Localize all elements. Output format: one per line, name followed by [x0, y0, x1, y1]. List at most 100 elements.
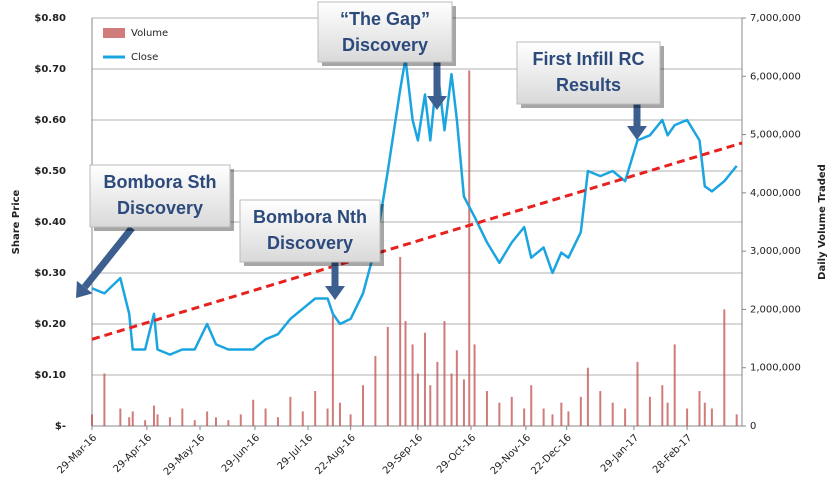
x-tick-label: 22-Aug-16: [313, 432, 358, 477]
volume-bar: [579, 396, 582, 426]
annotation-text: Discovery: [117, 198, 203, 218]
volume-bar: [152, 405, 155, 426]
x-tick-label: 29-Nov-16: [489, 432, 533, 476]
annotation-arrowhead: [325, 286, 345, 300]
y2-tick-label: 4,000,000: [750, 188, 801, 199]
volume-bar: [498, 402, 501, 426]
annotation-text: Discovery: [267, 233, 353, 253]
y-tick-label: $0.50: [34, 166, 66, 177]
annotation-text: Bombora Sth: [103, 172, 216, 192]
y-tick-label: $0.20: [34, 319, 66, 330]
x-tick-label: 22-Dec-16: [529, 432, 574, 477]
volume-bar: [276, 417, 279, 426]
y2-tick-label: 0: [750, 421, 756, 432]
volume-bar: [239, 414, 242, 426]
x-tick-label: 29-Jun-16: [220, 432, 262, 474]
volume-bar: [264, 408, 267, 426]
volume-bar: [326, 408, 329, 426]
volume-bar: [723, 309, 726, 426]
volume-bar: [523, 408, 526, 426]
volume-bar: [361, 385, 364, 426]
annotation-box: [89, 164, 231, 228]
y2-tick-label: 6,000,000: [750, 71, 801, 82]
y-axis-title: Share Price: [11, 189, 22, 254]
volume-bar: [542, 408, 545, 426]
volume-bar: [301, 411, 304, 426]
annotation-text: First Infill RC: [533, 49, 645, 69]
trend-line: [91, 141, 743, 341]
volume-bar: [735, 414, 738, 426]
volume-bar: [551, 414, 554, 426]
volume-bar: [599, 391, 602, 426]
volume-bar: [156, 414, 159, 426]
annotation-box: [239, 199, 381, 263]
y-tick-label: $0.80: [34, 13, 66, 24]
volume-bar: [648, 396, 651, 426]
y-tick-label: $0.40: [34, 217, 66, 228]
volume-bar: [214, 417, 217, 426]
volume-bar: [703, 402, 706, 426]
volume-bar: [119, 408, 122, 426]
volume-bar: [252, 399, 255, 426]
volume-bar: [331, 315, 334, 426]
volume-bar: [455, 350, 458, 426]
volume-bar: [686, 408, 689, 426]
x-tick-label: 29-Sep-16: [381, 432, 425, 476]
y-tick-label: $0.70: [34, 64, 66, 75]
x-tick-label: 28-Feb-17: [651, 432, 694, 475]
volume-bar: [560, 402, 563, 426]
volume-bar: [485, 391, 488, 426]
annotation-arrow: [82, 225, 135, 290]
y2-tick-label: 7,000,000: [750, 13, 801, 24]
volume-bar: [131, 411, 134, 426]
volume-bar: [636, 361, 639, 426]
volume-bar: [338, 402, 341, 426]
x-tick-label: 29-Mar-16: [55, 432, 99, 476]
volume-bar: [227, 420, 230, 426]
volume-bar: [168, 417, 171, 426]
volume-bar: [289, 396, 292, 426]
x-tick-label: 29-Jul-16: [276, 432, 316, 472]
x-tick-label: 29-Apr-16: [112, 432, 155, 475]
volume-bar: [206, 411, 209, 426]
volume-bar: [586, 367, 589, 426]
x-tick-label: 29-Jan-17: [599, 432, 641, 474]
annotation-arrowhead: [627, 126, 647, 140]
volume-bar: [181, 408, 184, 426]
volume-bar: [468, 70, 471, 426]
annotation-arrowhead: [427, 96, 447, 110]
y2-tick-label: 3,000,000: [750, 246, 801, 257]
volume-bar: [423, 332, 426, 426]
volume-bar: [530, 385, 533, 426]
volume-bar: [404, 321, 407, 426]
volume-bar: [443, 321, 446, 426]
volume-bar: [510, 396, 513, 426]
volume-bar: [429, 385, 432, 426]
volume-bar: [374, 356, 377, 426]
volume-bar: [436, 361, 439, 426]
y-tick-label: $0.30: [34, 268, 66, 279]
volume-bar: [314, 391, 317, 426]
volume-bar: [128, 417, 131, 426]
annotation-text: “The Gap”: [340, 9, 430, 29]
volume-bar: [386, 326, 389, 426]
volume-bar: [416, 373, 419, 426]
volume-bar: [193, 420, 196, 426]
annotation-box: [516, 41, 661, 105]
legend-swatch: [103, 28, 125, 38]
x-tick-label: 29-May-16: [162, 432, 207, 477]
volume-bar: [473, 344, 476, 426]
annotation-text: Bombora Nth: [253, 207, 367, 227]
annotation-box: [317, 1, 453, 63]
y2-axis-title: Daily Volume Traded: [817, 164, 828, 280]
x-tick-label: 29-Oct-16: [435, 432, 478, 475]
volume-bar: [462, 379, 465, 426]
volume-bar: [661, 385, 664, 426]
volume-bar: [450, 373, 453, 426]
volume-bar: [91, 414, 93, 426]
legend-label: Volume: [131, 28, 168, 39]
y-tick-label: $0.60: [34, 115, 66, 126]
volume-bar: [567, 411, 570, 426]
volume-bar: [411, 344, 414, 426]
